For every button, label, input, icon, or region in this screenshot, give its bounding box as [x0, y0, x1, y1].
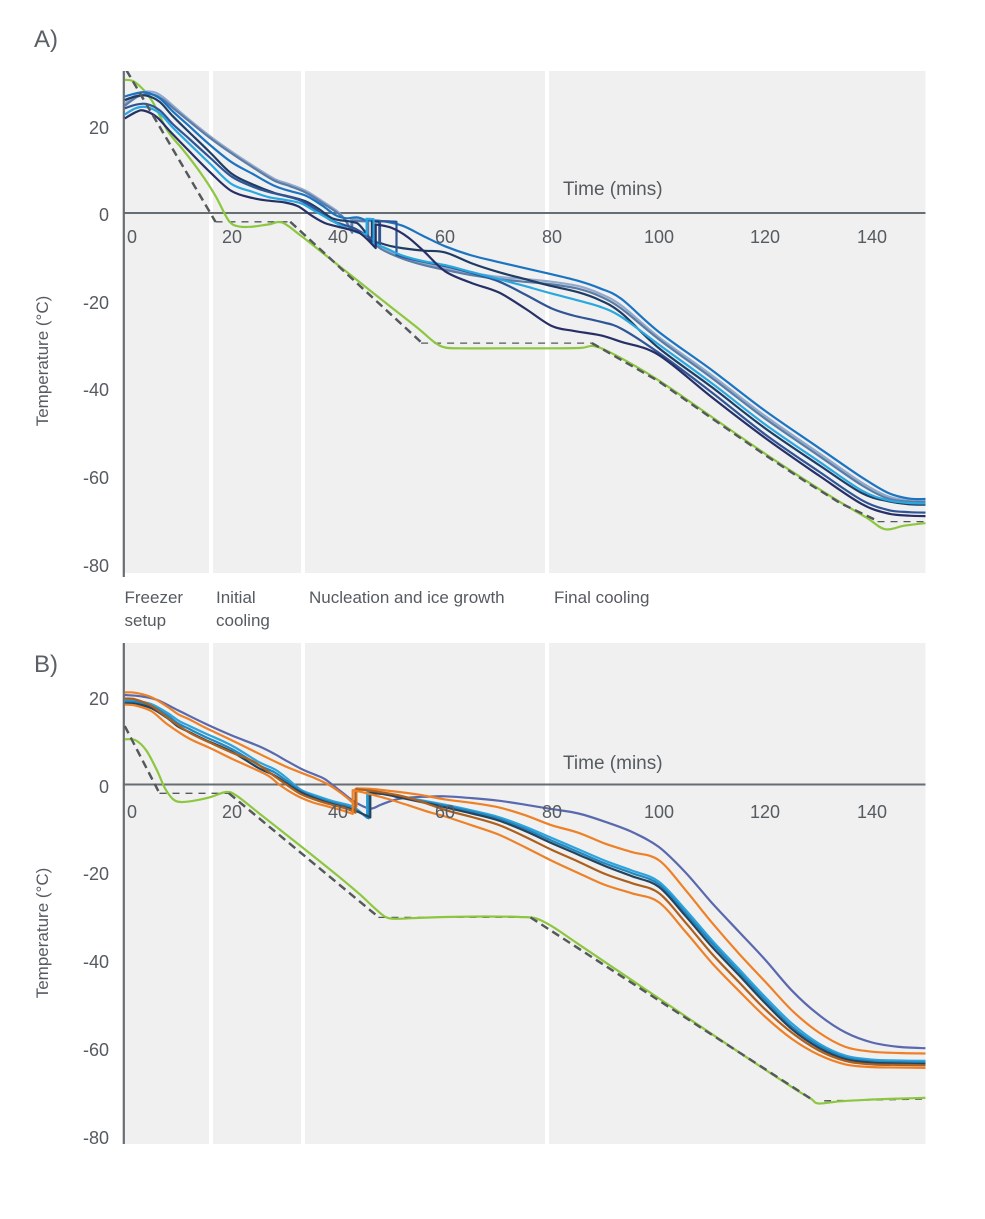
svg-text:B): B) [34, 651, 58, 678]
svg-text:-80: -80 [83, 556, 109, 576]
svg-text:60: 60 [435, 802, 455, 822]
svg-text:Freezer: Freezer [125, 588, 184, 607]
svg-text:Temperature (°C): Temperature (°C) [33, 868, 52, 999]
svg-text:140: 140 [857, 802, 887, 822]
svg-text:40: 40 [328, 227, 348, 247]
svg-text:20: 20 [222, 802, 242, 822]
svg-text:20: 20 [89, 118, 109, 138]
svg-text:100: 100 [644, 802, 674, 822]
svg-text:0: 0 [99, 777, 109, 797]
svg-text:60: 60 [435, 227, 455, 247]
svg-text:140: 140 [857, 227, 887, 247]
svg-text:-20: -20 [83, 864, 109, 884]
svg-text:setup: setup [125, 611, 167, 630]
svg-text:120: 120 [750, 227, 780, 247]
svg-text:20: 20 [222, 227, 242, 247]
svg-text:Final cooling: Final cooling [554, 588, 649, 607]
svg-text:-80: -80 [83, 1128, 109, 1148]
svg-text:100: 100 [644, 227, 674, 247]
svg-text:80: 80 [542, 227, 562, 247]
svg-text:20: 20 [89, 689, 109, 709]
svg-text:0: 0 [127, 802, 137, 822]
svg-text:Nucleation and ice growth: Nucleation and ice growth [309, 588, 505, 607]
svg-text:0: 0 [99, 205, 109, 225]
svg-text:Initial: Initial [216, 588, 256, 607]
svg-text:-60: -60 [83, 1040, 109, 1060]
svg-text:-60: -60 [83, 468, 109, 488]
svg-text:Time (mins): Time (mins) [563, 753, 663, 774]
svg-text:cooling: cooling [216, 611, 270, 630]
svg-text:Temperature (°C): Temperature (°C) [33, 296, 52, 427]
svg-text:-40: -40 [83, 952, 109, 972]
svg-text:-20: -20 [83, 293, 109, 313]
svg-text:A): A) [34, 26, 58, 53]
svg-text:40: 40 [328, 802, 348, 822]
svg-text:Time (mins): Time (mins) [563, 179, 663, 200]
svg-text:-40: -40 [83, 380, 109, 400]
svg-text:0: 0 [127, 227, 137, 247]
svg-text:120: 120 [750, 802, 780, 822]
svg-text:80: 80 [542, 802, 562, 822]
